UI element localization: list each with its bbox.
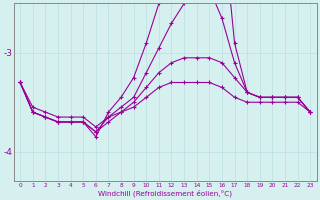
X-axis label: Windchill (Refroidissement éolien,°C): Windchill (Refroidissement éolien,°C) [98, 189, 232, 197]
